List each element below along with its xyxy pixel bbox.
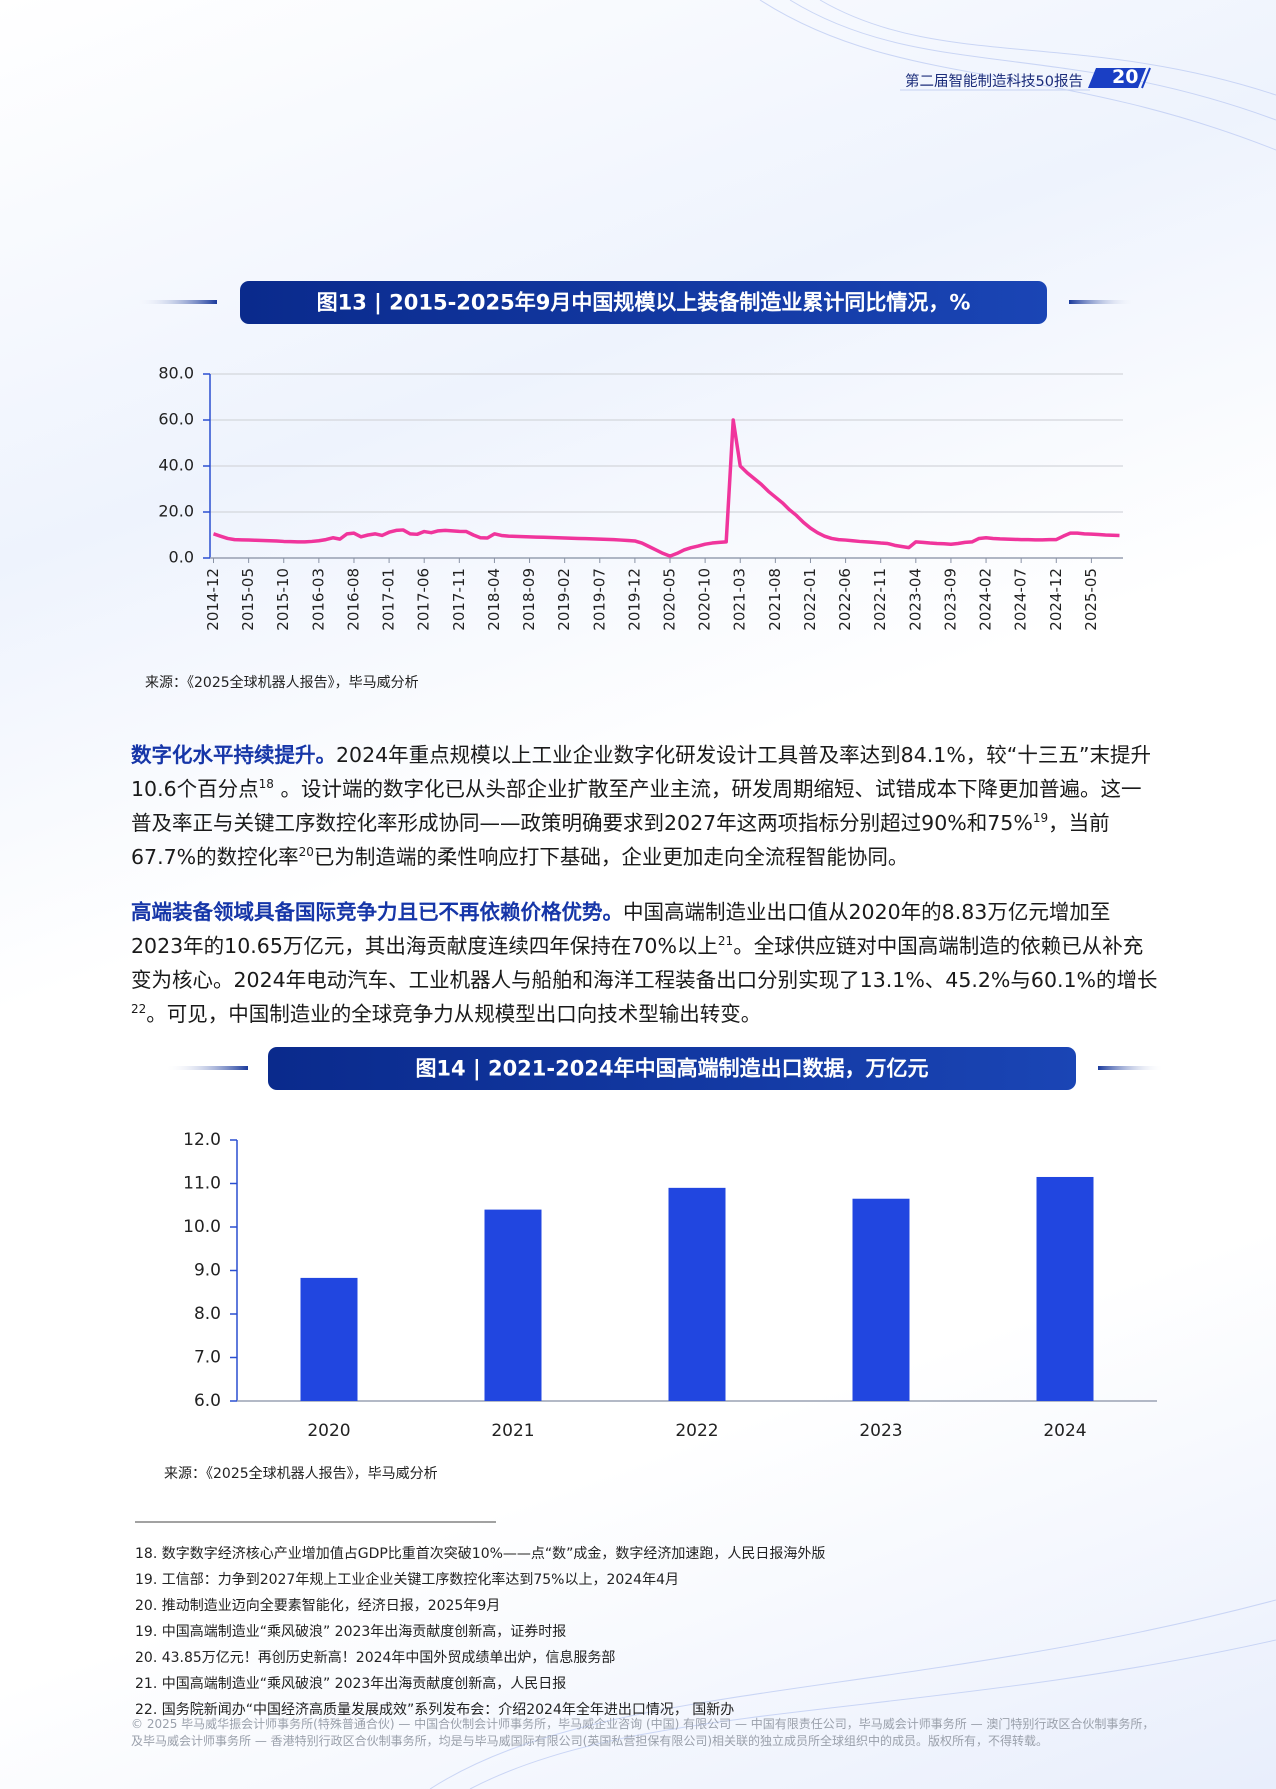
chart-title: 图13 | 2015-2025年9月中国规模以上装备制造业累计同比情况，% <box>317 291 971 316</box>
footnote: 21. 中国高端制造业“乘风破浪” 2023年出海贡献度创新高，人民日报 <box>135 1676 567 1692</box>
title-banner <box>268 1047 1076 1090</box>
footnote-ref: 21 <box>717 934 734 949</box>
y-tick-label: 0.0 <box>169 548 194 567</box>
y-tick-label: 80.0 <box>158 364 194 383</box>
body-text: 中国高端制造业出口值从2020年的8.83万亿元增加至2023年的10.65万亿… <box>131 900 1111 958</box>
banner-decor <box>1069 300 1136 304</box>
x-tick-label: 2025-05 <box>1082 568 1100 631</box>
bar <box>300 1277 358 1401</box>
body-text: 。设计端的数字化已从头部企业扩散至产业主流，研发周期缩短、试错成本下降更加普遍。… <box>131 777 1142 835</box>
footnote: 20. 43.85万亿元！再创历史新高！2024年中国外贸成绩单出炉，信息服务部 <box>135 1650 616 1666</box>
x-tick-label: 2017-06 <box>415 568 433 631</box>
body-text: 已为制造端的柔性响应打下基础，企业更加走向全流程智能协同。 <box>313 845 909 869</box>
y-tick-label: 60.0 <box>158 410 194 429</box>
footnote-ref: 20 <box>298 845 314 860</box>
x-tick-label: 2020-10 <box>696 568 714 631</box>
x-tick-label: 2024-07 <box>1012 568 1030 631</box>
x-tick-label: 2016-08 <box>344 568 362 631</box>
y-tick-label: 8.0 <box>194 1304 221 1324</box>
footnote-ref: 22 <box>131 1002 147 1017</box>
x-tick-label: 2023-09 <box>941 568 959 631</box>
bar <box>484 1209 542 1401</box>
x-tick-label: 2024 <box>1043 1421 1086 1441</box>
x-tick-label: 2017-11 <box>450 568 468 631</box>
body-text: ，当前67.7%的数控化率 <box>131 811 1110 869</box>
footnote: 20. 推动制造业迈向全要素智能化，经济日报，2025年9月 <box>135 1598 501 1614</box>
lead-text: 数字化水平持续提升。 <box>131 743 336 767</box>
x-tick-label: 2020-05 <box>661 568 679 631</box>
body-text: 。全球供应链对中国高端制造的依赖已从补充变为核心。2024年电动汽车、工业机器人… <box>131 934 1158 992</box>
body-text: 2024年重点规模以上工业企业数字化研发设计工具普及率达到84.1%，较“十三五… <box>131 743 1152 801</box>
y-tick-label: 9.0 <box>194 1261 221 1281</box>
chart-title: 图14 | 2021-2024年中国高端制造出口数据，万亿元 <box>415 1057 928 1082</box>
header-title: 第二届智能制造科技50报告 <box>905 74 1083 90</box>
x-tick-label: 2018-09 <box>520 568 538 631</box>
x-tick-label: 2016-03 <box>309 568 327 631</box>
y-tick-label: 20.0 <box>158 502 194 521</box>
y-tick-label: 6.0 <box>194 1391 221 1411</box>
page-number-tab <box>1088 68 1146 88</box>
x-tick-label: 2018-04 <box>485 568 503 631</box>
x-tick-label: 2019-02 <box>555 568 573 631</box>
bar <box>668 1187 726 1401</box>
y-tick-label: 7.0 <box>194 1348 221 1368</box>
x-tick-label: 2024-12 <box>1047 568 1065 631</box>
banner-decor <box>135 300 217 304</box>
footnote: 22. 国务院新闻办“中国经济高质量发展成效”系列发布会：介绍2024年全年进出… <box>135 1702 735 1718</box>
y-tick-label: 10.0 <box>183 1217 221 1237</box>
tab-slash <box>1141 67 1151 89</box>
x-tick-label: 2015-10 <box>274 568 292 631</box>
footnote: 19. 中国高端制造业“乘风破浪” 2023年出海贡献度创新高，证券时报 <box>135 1624 567 1640</box>
x-tick-label: 2014-12 <box>204 568 222 631</box>
x-tick-label: 2021-03 <box>731 568 749 631</box>
title-banner <box>240 281 1047 324</box>
x-tick-label: 2017-01 <box>380 568 398 631</box>
page-number: 20 <box>1112 66 1139 88</box>
line-series <box>212 418 1120 558</box>
x-tick-label: 2022-01 <box>801 568 819 631</box>
x-tick-label: 2019-12 <box>625 568 643 631</box>
y-tick-label: 11.0 <box>183 1174 221 1194</box>
y-tick-label: 40.0 <box>158 456 194 475</box>
y-tick-label: 12.0 <box>183 1130 221 1150</box>
paragraph: 数字化水平持续提升。2024年重点规模以上工业企业数字化研发设计工具普及率达到8… <box>131 738 1161 874</box>
footnote: 19. 工信部：力争到2027年规上工业企业关键工序数控化率达到75%以上，20… <box>135 1572 679 1588</box>
footnote-ref: 19 <box>1032 811 1049 826</box>
banner-decor <box>165 1066 248 1070</box>
x-tick-label: 2020 <box>307 1421 350 1441</box>
chart-source: 来源：《2025全球机器人报告》，毕马威分析 <box>164 1466 438 1482</box>
decor-waves <box>429 0 1276 1789</box>
chart-source: 来源：《2025全球机器人报告》，毕马威分析 <box>145 675 419 691</box>
footnote-ref: 18 <box>258 777 274 792</box>
bar <box>852 1198 910 1401</box>
paragraph: 高端装备领域具备国际竞争力且已不再依赖价格优势。中国高端制造业出口值从2020年… <box>131 895 1161 1031</box>
x-tick-label: 2024-02 <box>977 568 995 631</box>
bar <box>1036 1176 1094 1401</box>
x-tick-label: 2019-07 <box>590 568 608 631</box>
x-tick-label: 2023-04 <box>906 568 924 631</box>
x-tick-label: 2021 <box>491 1421 534 1441</box>
lead-text: 高端装备领域具备国际竞争力且已不再依赖价格优势。 <box>131 900 623 924</box>
copyright: © 2025 毕马威华振会计师事务所(特殊普通合伙) — 中国合伙制会计师事务所… <box>131 1717 1155 1748</box>
body-text: 。可见，中国制造业的全球竞争力从规模型出口向技术型输出转变。 <box>146 1002 762 1026</box>
x-tick-label: 2022 <box>675 1421 718 1441</box>
x-tick-label: 2021-08 <box>766 568 784 631</box>
footnote: 18. 数字数字经济核心产业增加值占GDP比重首次突破10%——点“数”成金，数… <box>135 1546 826 1562</box>
x-tick-label: 2022-11 <box>871 568 889 631</box>
x-tick-label: 2023 <box>859 1421 902 1441</box>
x-tick-label: 2022-06 <box>836 568 854 631</box>
x-tick-label: 2015-05 <box>239 568 257 631</box>
banner-decor <box>1098 1066 1164 1070</box>
